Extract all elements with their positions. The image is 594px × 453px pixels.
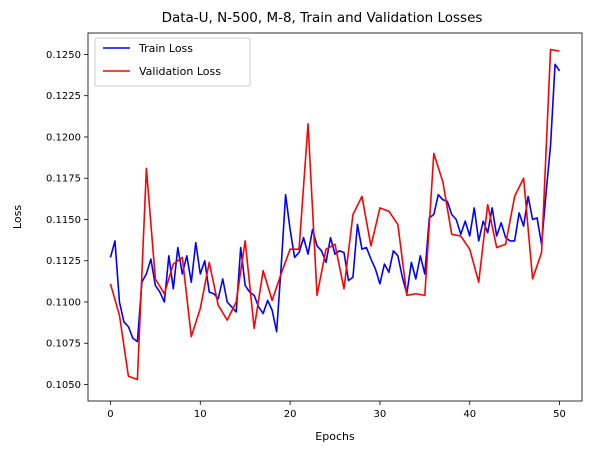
legend: Train Loss Validation Loss [94,37,251,87]
series-line-validation-loss [109,48,560,381]
x-tick-label: 30 [374,409,387,420]
x-tick-label: 10 [194,409,207,420]
legend-box [94,37,251,87]
x-tick-label: 0 [107,409,113,420]
y-tick-label: 0.1200 [46,132,81,143]
y-tick-label: 0.1050 [46,380,81,391]
series-layer [109,48,561,381]
plot-frame [87,32,583,402]
x-tick-label: 50 [553,409,566,420]
y-tick-label: 0.1175 [46,174,81,185]
y-tick-label: 0.1250 [46,50,81,61]
x-tick-label: 20 [284,409,297,420]
legend-label-train-loss: Train Loss [138,42,193,55]
chart-title: Data-U, N-500, M-8, Train and Validation… [162,10,483,26]
legend-label-validation-loss: Validation Loss [139,65,221,78]
y-axis-label: Loss [11,205,24,229]
ticks-layer: 0 10 20 30 40 50 0.1050 0.1075 0.1100 0.1125 0.115… [46,50,566,420]
y-tick-label: 0.1225 [46,91,81,102]
y-tick-label: 0.1125 [46,256,81,267]
x-axis-label: Epochs [315,430,355,443]
y-tick-label: 0.1150 [46,215,81,226]
y-tick-label: 0.1075 [46,339,81,350]
x-tick-label: 40 [463,409,476,420]
y-tick-label: 0.1100 [46,297,81,308]
